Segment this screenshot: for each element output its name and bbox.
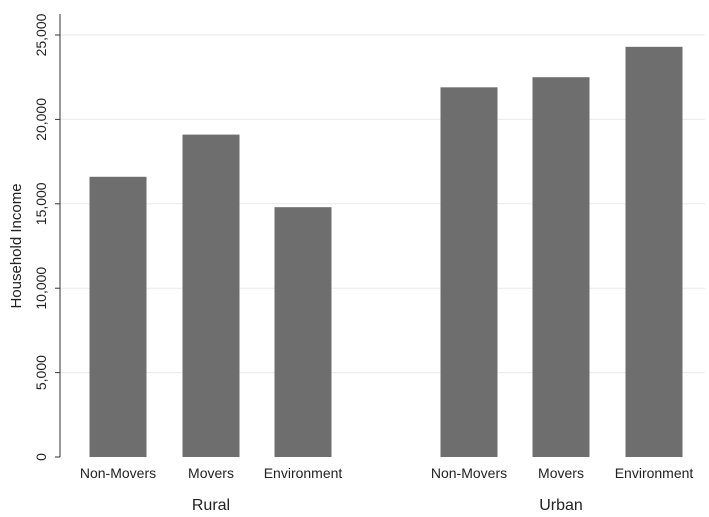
bar bbox=[625, 46, 683, 457]
y-tick-label: 25,000 bbox=[33, 13, 49, 56]
x-axis-category-labels: Non-Movers Movers Environment Non-Movers Mov… bbox=[80, 465, 694, 481]
y-axis-title: Household Income bbox=[8, 183, 25, 308]
y-tick-label: 5,000 bbox=[33, 355, 49, 390]
bar bbox=[182, 134, 240, 458]
x-group-label: Rural bbox=[192, 497, 230, 514]
bars bbox=[89, 46, 683, 458]
bar bbox=[440, 87, 498, 457]
x-axis-group-labels: Rural Urban bbox=[192, 497, 583, 514]
x-category-label: Environment bbox=[264, 465, 343, 481]
y-axis-ticks: 0 5,000 10,000 15,000 20,000 25,000 bbox=[33, 13, 60, 461]
bar bbox=[532, 77, 590, 457]
x-category-label: Environment bbox=[615, 465, 694, 481]
y-tick-label: 20,000 bbox=[33, 98, 49, 141]
y-tick-label: 15,000 bbox=[33, 182, 49, 225]
x-category-label: Non-Movers bbox=[431, 465, 507, 481]
y-tick-label: 0 bbox=[33, 453, 49, 461]
x-category-label: Movers bbox=[188, 465, 234, 481]
grid-lines bbox=[60, 34, 705, 374]
bar bbox=[274, 207, 332, 457]
x-group-label: Urban bbox=[539, 497, 583, 514]
y-tick-label: 10,000 bbox=[33, 267, 49, 310]
x-category-label: Movers bbox=[538, 465, 584, 481]
x-category-label: Non-Movers bbox=[80, 465, 156, 481]
bar bbox=[89, 176, 147, 458]
